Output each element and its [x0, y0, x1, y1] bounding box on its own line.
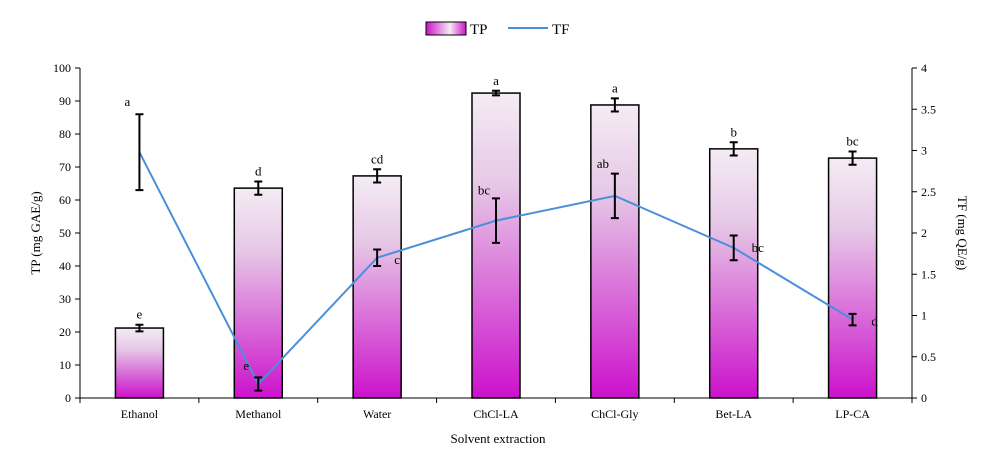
error-bar-tp: [610, 97, 619, 113]
y2-axis-title: TF (mg QE/g): [955, 196, 970, 270]
x-tick-label: Water: [363, 407, 391, 421]
x-tick-label: Bet-LA: [715, 407, 752, 421]
legend-label-tp: TP: [470, 22, 488, 38]
significance-letter-tp: b: [730, 124, 737, 139]
significance-letter-tp: a: [612, 80, 618, 95]
x-tick-label: ChCl-LA: [473, 407, 519, 421]
error-bar-tp: [373, 168, 382, 184]
legend: TP TF: [425, 21, 570, 38]
y2-tick-label: 1.5: [921, 267, 936, 281]
y2-tick-label: 3.5: [921, 102, 936, 116]
y-tick-label: 10: [59, 358, 71, 372]
significance-letter-tf: bc: [752, 240, 765, 255]
error-bar-tp: [135, 323, 144, 333]
legend-swatch-tp: [425, 21, 467, 36]
y2-tick-label: 0: [921, 391, 927, 405]
y-tick-label: 40: [59, 259, 71, 273]
y-tick-label: 50: [59, 226, 71, 240]
y2-tick-label: 2: [921, 226, 927, 240]
error-bar-tp: [848, 150, 857, 166]
y-tick-label: 60: [59, 193, 71, 207]
bar-tp: [352, 175, 402, 399]
significance-letter-tf: d: [871, 314, 878, 329]
significance-letter-tp: bc: [846, 133, 859, 148]
x-tick-label: Ethanol: [121, 407, 159, 421]
y-tick-label: 20: [59, 325, 71, 339]
error-bar-tp: [254, 180, 263, 196]
significance-letter-tf: ab: [597, 156, 609, 171]
x-tick-label: ChCl-Gly: [591, 407, 638, 421]
y-tick-label: 100: [53, 61, 71, 75]
bar-tp: [827, 157, 878, 399]
error-bar-tp: [492, 89, 500, 97]
y-tick-label: 90: [59, 94, 71, 108]
y2-tick-label: 2.5: [921, 185, 936, 199]
bar-tp: [114, 327, 165, 399]
y-tick-label: 30: [59, 292, 71, 306]
significance-letter-tf: bc: [478, 183, 491, 198]
y2-tick-label: 4: [921, 61, 927, 75]
bar-tp: [708, 148, 759, 399]
bar-tp: [471, 92, 521, 399]
x-axis-title: Solvent extraction: [451, 431, 546, 446]
y-tick-label: 70: [59, 160, 71, 174]
error-bar-tp: [729, 141, 738, 157]
x-tick-label: Methanol: [235, 407, 282, 421]
significance-letter-tf: e: [243, 358, 249, 373]
significance-letter-tp: a: [493, 73, 499, 88]
significance-letter-tp: d: [255, 164, 262, 179]
significance-letter-tp: e: [137, 307, 143, 322]
y-tick-label: 0: [65, 391, 71, 405]
significance-letter-tf: c: [394, 252, 400, 267]
x-tick-label: LP-CA: [835, 407, 870, 421]
legend-label-tf: TF: [552, 22, 570, 38]
significance-letter-tf: a: [125, 94, 131, 109]
y2-tick-label: 0.5: [921, 350, 936, 364]
y-axis-title: TP (mg GAE/g): [28, 191, 43, 274]
y2-tick-label: 3: [921, 144, 927, 158]
y-tick-label: 80: [59, 127, 71, 141]
y2-tick-label: 1: [921, 309, 927, 323]
significance-letter-tp: cd: [371, 151, 384, 166]
bar-tp: [590, 104, 640, 399]
